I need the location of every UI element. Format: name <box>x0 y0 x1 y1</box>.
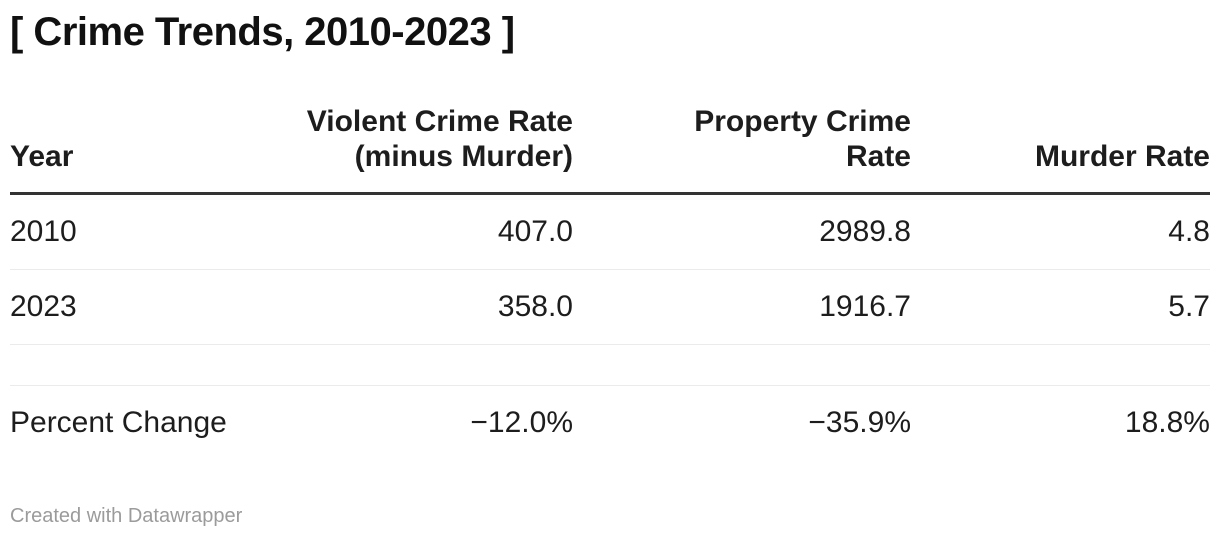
cell-murder-rate: 4.8 <box>911 193 1210 270</box>
column-header-property-crime-rate: Property Crime Rate <box>573 80 911 195</box>
cell-violent-crime-rate: 358.0 <box>235 269 573 345</box>
datawrapper-credit-link[interactable]: Created with Datawrapper <box>10 505 243 527</box>
spacer-cell <box>10 344 1210 386</box>
cell-violent-crime-rate: 407.0 <box>235 193 573 270</box>
column-header-violent-crime-rate: Violent Crime Rate (minus Murder) <box>235 80 573 195</box>
cell-violent-crime-change: −12.0% <box>470 406 573 439</box>
cell-summary-label: Percent Change <box>10 406 227 439</box>
spacer-row <box>10 344 1210 386</box>
cell-murder-rate: 5.7 <box>911 269 1210 345</box>
column-header-year: Year <box>10 80 235 195</box>
crime-trends-table: Year Violent Crime Rate (minus Murder) P… <box>10 80 1210 460</box>
cell-murder-rate-change: 18.8% <box>1124 406 1210 439</box>
table-row-2010: 2010 407.0 2989.8 4.8 <box>10 193 1210 270</box>
summary-row-percent-change: Percent Change −12.0% −35.9% 18.8% <box>10 386 1210 461</box>
cell-property-crime-change: −35.9% <box>808 406 911 439</box>
cell-property-crime-rate: 1916.7 <box>573 269 911 345</box>
cell-year: 2010 <box>10 193 235 270</box>
table-row-2023: 2023 358.0 1916.7 5.7 <box>10 269 1210 345</box>
header-row: Year Violent Crime Rate (minus Murder) P… <box>10 80 1210 195</box>
chart-title: [ Crime Trends, 2010-2023 ] <box>10 10 515 54</box>
cell-property-crime-rate: 2989.8 <box>573 193 911 270</box>
column-header-murder-rate: Murder Rate <box>911 80 1210 195</box>
cell-year: 2023 <box>10 269 235 345</box>
